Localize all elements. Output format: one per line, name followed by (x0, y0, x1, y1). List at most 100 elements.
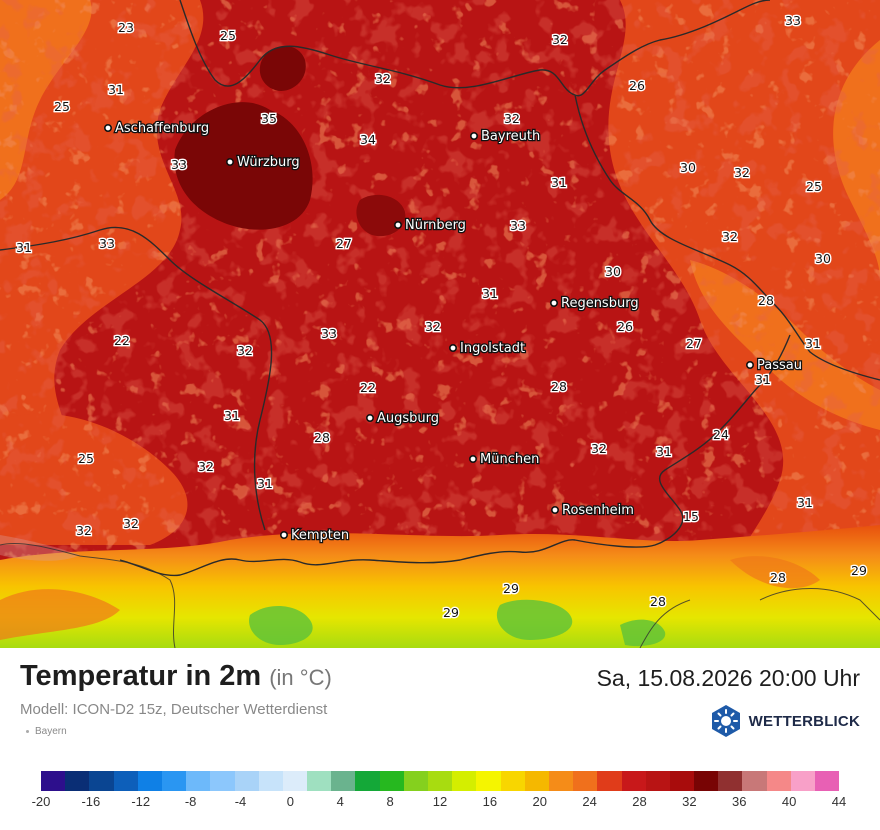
legend-swatch (742, 771, 767, 791)
legend-swatch (161, 771, 187, 791)
temperature-value: 33 (321, 326, 337, 341)
temperature-value: 32 (198, 459, 214, 474)
legend-swatch (331, 771, 356, 791)
city-dot (550, 505, 559, 514)
hot-core-nuernberg (356, 194, 406, 237)
legend-tick-label: 28 (632, 794, 647, 809)
color-legend: -20 -16 -12 -8 -4 0 4 8 12 16 20 24 28 32 36 40 44 (0, 768, 880, 828)
city-marker: München (468, 451, 541, 468)
state-border (0, 0, 880, 577)
temperature-value: 30 (815, 251, 831, 266)
city-dot (549, 298, 558, 307)
temperature-value: 31 (16, 240, 32, 255)
unit-label: (in °C) (269, 665, 332, 690)
temperature-value: 32 (504, 111, 520, 126)
model-source: Modell: ICON-D2 15z, Deutscher Wetterdie… (20, 701, 328, 718)
map-title: Temperatur in 2m (in °C) (20, 660, 332, 693)
city-marker: Würzburg (226, 154, 301, 171)
alpine-green-patches (249, 599, 666, 647)
legend-swatch (621, 771, 646, 791)
temperature-value: 23 (118, 20, 134, 35)
temperature-value: 31 (108, 82, 124, 97)
temperature-value: 31 (755, 372, 771, 387)
city-name: Regensburg (561, 296, 639, 311)
legend-swatch (89, 771, 114, 791)
temperature-value: 35 (261, 111, 277, 126)
city-marker: Bayreuth (469, 128, 542, 145)
temperature-value: 32 (425, 319, 441, 334)
city-layer: Aschaffenburg Würzburg Bayreuth Nürnberg Reg… (104, 120, 803, 544)
temperature-value: 32 (722, 229, 738, 244)
lake-bodensee (0, 535, 80, 561)
legend-swatch (694, 771, 719, 791)
legend-swatch (41, 771, 66, 791)
forecast-datetime: Sa, 15.08.2026 20:00 Uhr (596, 665, 860, 691)
city-name: Aschaffenburg (115, 121, 209, 136)
temperature-value: 30 (680, 160, 696, 175)
alpine-orange-ridges (0, 556, 820, 640)
legend-tick-label: 12 (432, 794, 448, 809)
alpine-band (0, 525, 880, 648)
legend-swatch (500, 771, 525, 791)
legend-swatch (65, 771, 90, 791)
temperature-value: 31 (224, 408, 240, 423)
legend-tick-label: -4 (234, 794, 247, 809)
city-name: Rosenheim (562, 503, 634, 518)
legend-swatch (137, 771, 162, 791)
city-name: Würzburg (237, 155, 300, 170)
temperature-value: 32 (591, 441, 607, 456)
country-border (0, 542, 880, 648)
temperature-value: 29 (443, 605, 459, 620)
legend-tick-label: 44 (831, 794, 847, 809)
temperature-value: 28 (758, 293, 774, 308)
city-marker: Regensburg (549, 295, 640, 312)
legend-swatch (597, 771, 622, 791)
temperature-value: 33 (785, 13, 801, 28)
legend-swatch (645, 771, 670, 791)
legend-swatch (234, 771, 259, 791)
temperature-value: 31 (656, 444, 672, 459)
city-dot (226, 158, 235, 167)
legend-swatch (186, 771, 211, 791)
temperature-value: 25 (78, 451, 94, 466)
city-marker: Rosenheim (550, 502, 635, 519)
legend-swatch (669, 771, 695, 791)
temperature-map: Aschaffenburg Würzburg Bayreuth Nürnberg Reg… (0, 0, 880, 648)
temperature-value: 32 (123, 516, 139, 531)
city-name: Kempten (291, 528, 349, 543)
legend-tick-label: 32 (682, 794, 697, 809)
legend-swatch (766, 771, 791, 791)
temperature-value: 28 (551, 379, 567, 394)
city-name: Ingolstadt (460, 341, 525, 356)
temperature-value: 15 (683, 509, 699, 524)
city-marker: Ingolstadt (448, 340, 526, 357)
region-dot-icon (26, 729, 29, 733)
city-marker: Passau (745, 357, 803, 374)
temperature-value: 32 (237, 343, 253, 358)
temperature-value: 28 (650, 594, 666, 609)
legend-tick-label: 36 (732, 794, 747, 809)
temperature-value: 26 (617, 319, 633, 334)
temperature-value: 31 (805, 336, 821, 351)
legend-color-bar (41, 771, 840, 791)
temperature-value: 31 (482, 286, 498, 301)
legend-swatch (476, 771, 501, 791)
legend-tick-label: 40 (781, 794, 797, 809)
temperature-value: 33 (171, 157, 187, 172)
legend-swatch (428, 771, 453, 791)
legend-tick-label: -16 (81, 794, 101, 809)
legend-swatch (790, 771, 815, 791)
temperature-value: 25 (220, 28, 236, 43)
city-marker: Aschaffenburg (104, 120, 210, 137)
temperature-value: 24 (713, 427, 729, 442)
city-dot (468, 454, 477, 463)
legend-swatch (379, 771, 404, 791)
temperature-value: 29 (503, 581, 519, 596)
city-name: Augsburg (377, 411, 439, 426)
legend-swatch (258, 771, 283, 791)
legend-swatch (573, 771, 598, 791)
city-dot (448, 343, 457, 352)
legend-swatch (403, 771, 428, 791)
temperature-value: 22 (360, 380, 376, 395)
temperature-value: 34 (360, 132, 376, 147)
